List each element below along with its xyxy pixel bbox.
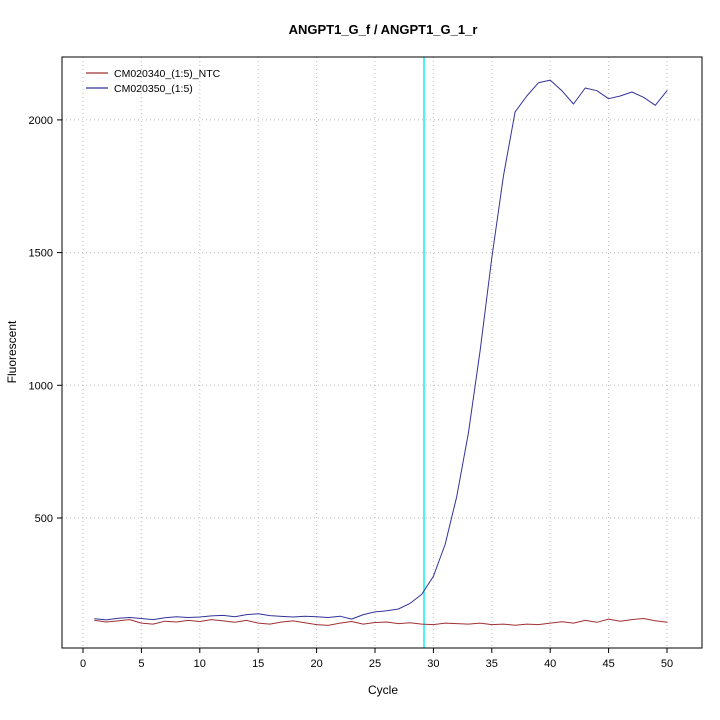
legend-label-sample: CM020350_(1:5) [114, 83, 193, 95]
legend: CM020340_(1:5)_NTC CM020350_(1:5) [86, 68, 221, 95]
x-tick-label: 30 [427, 658, 439, 670]
y-tick-label: 1500 [29, 248, 53, 260]
data-series-layer [94, 79, 668, 626]
x-axis-label: Cycle [368, 683, 398, 697]
plot-frame [61, 56, 703, 649]
y-axis-label: Fluorescent [5, 320, 19, 383]
x-tick-label: 45 [602, 658, 614, 670]
legend-label-ntc: CM020340_(1:5)_NTC [114, 68, 221, 80]
x-tick-label: 10 [194, 658, 206, 670]
y-tick-label: 2000 [29, 115, 53, 127]
x-tick-label: 35 [486, 658, 498, 670]
x-tick-label: 15 [252, 658, 264, 670]
x-tick-label: 25 [369, 658, 381, 670]
chart-title: ANGPT1_G_f / ANGPT1_G_1_r [289, 22, 478, 37]
y-tick-label: 500 [35, 513, 53, 525]
series-line-1 [94, 79, 668, 621]
axis-layer: 0 5 10 15 20 25 30 35 40 45 50 500 1000 1500 2000 [29, 115, 674, 670]
x-tick-label: 0 [80, 658, 86, 670]
x-tick-label: 50 [661, 658, 673, 670]
grid-layer [62, 57, 702, 648]
x-tick-label: 5 [138, 658, 144, 670]
y-tick-label: 1000 [29, 380, 53, 392]
x-tick-label: 20 [310, 658, 322, 670]
series-line-0 [94, 618, 668, 626]
x-tick-label: 40 [544, 658, 556, 670]
